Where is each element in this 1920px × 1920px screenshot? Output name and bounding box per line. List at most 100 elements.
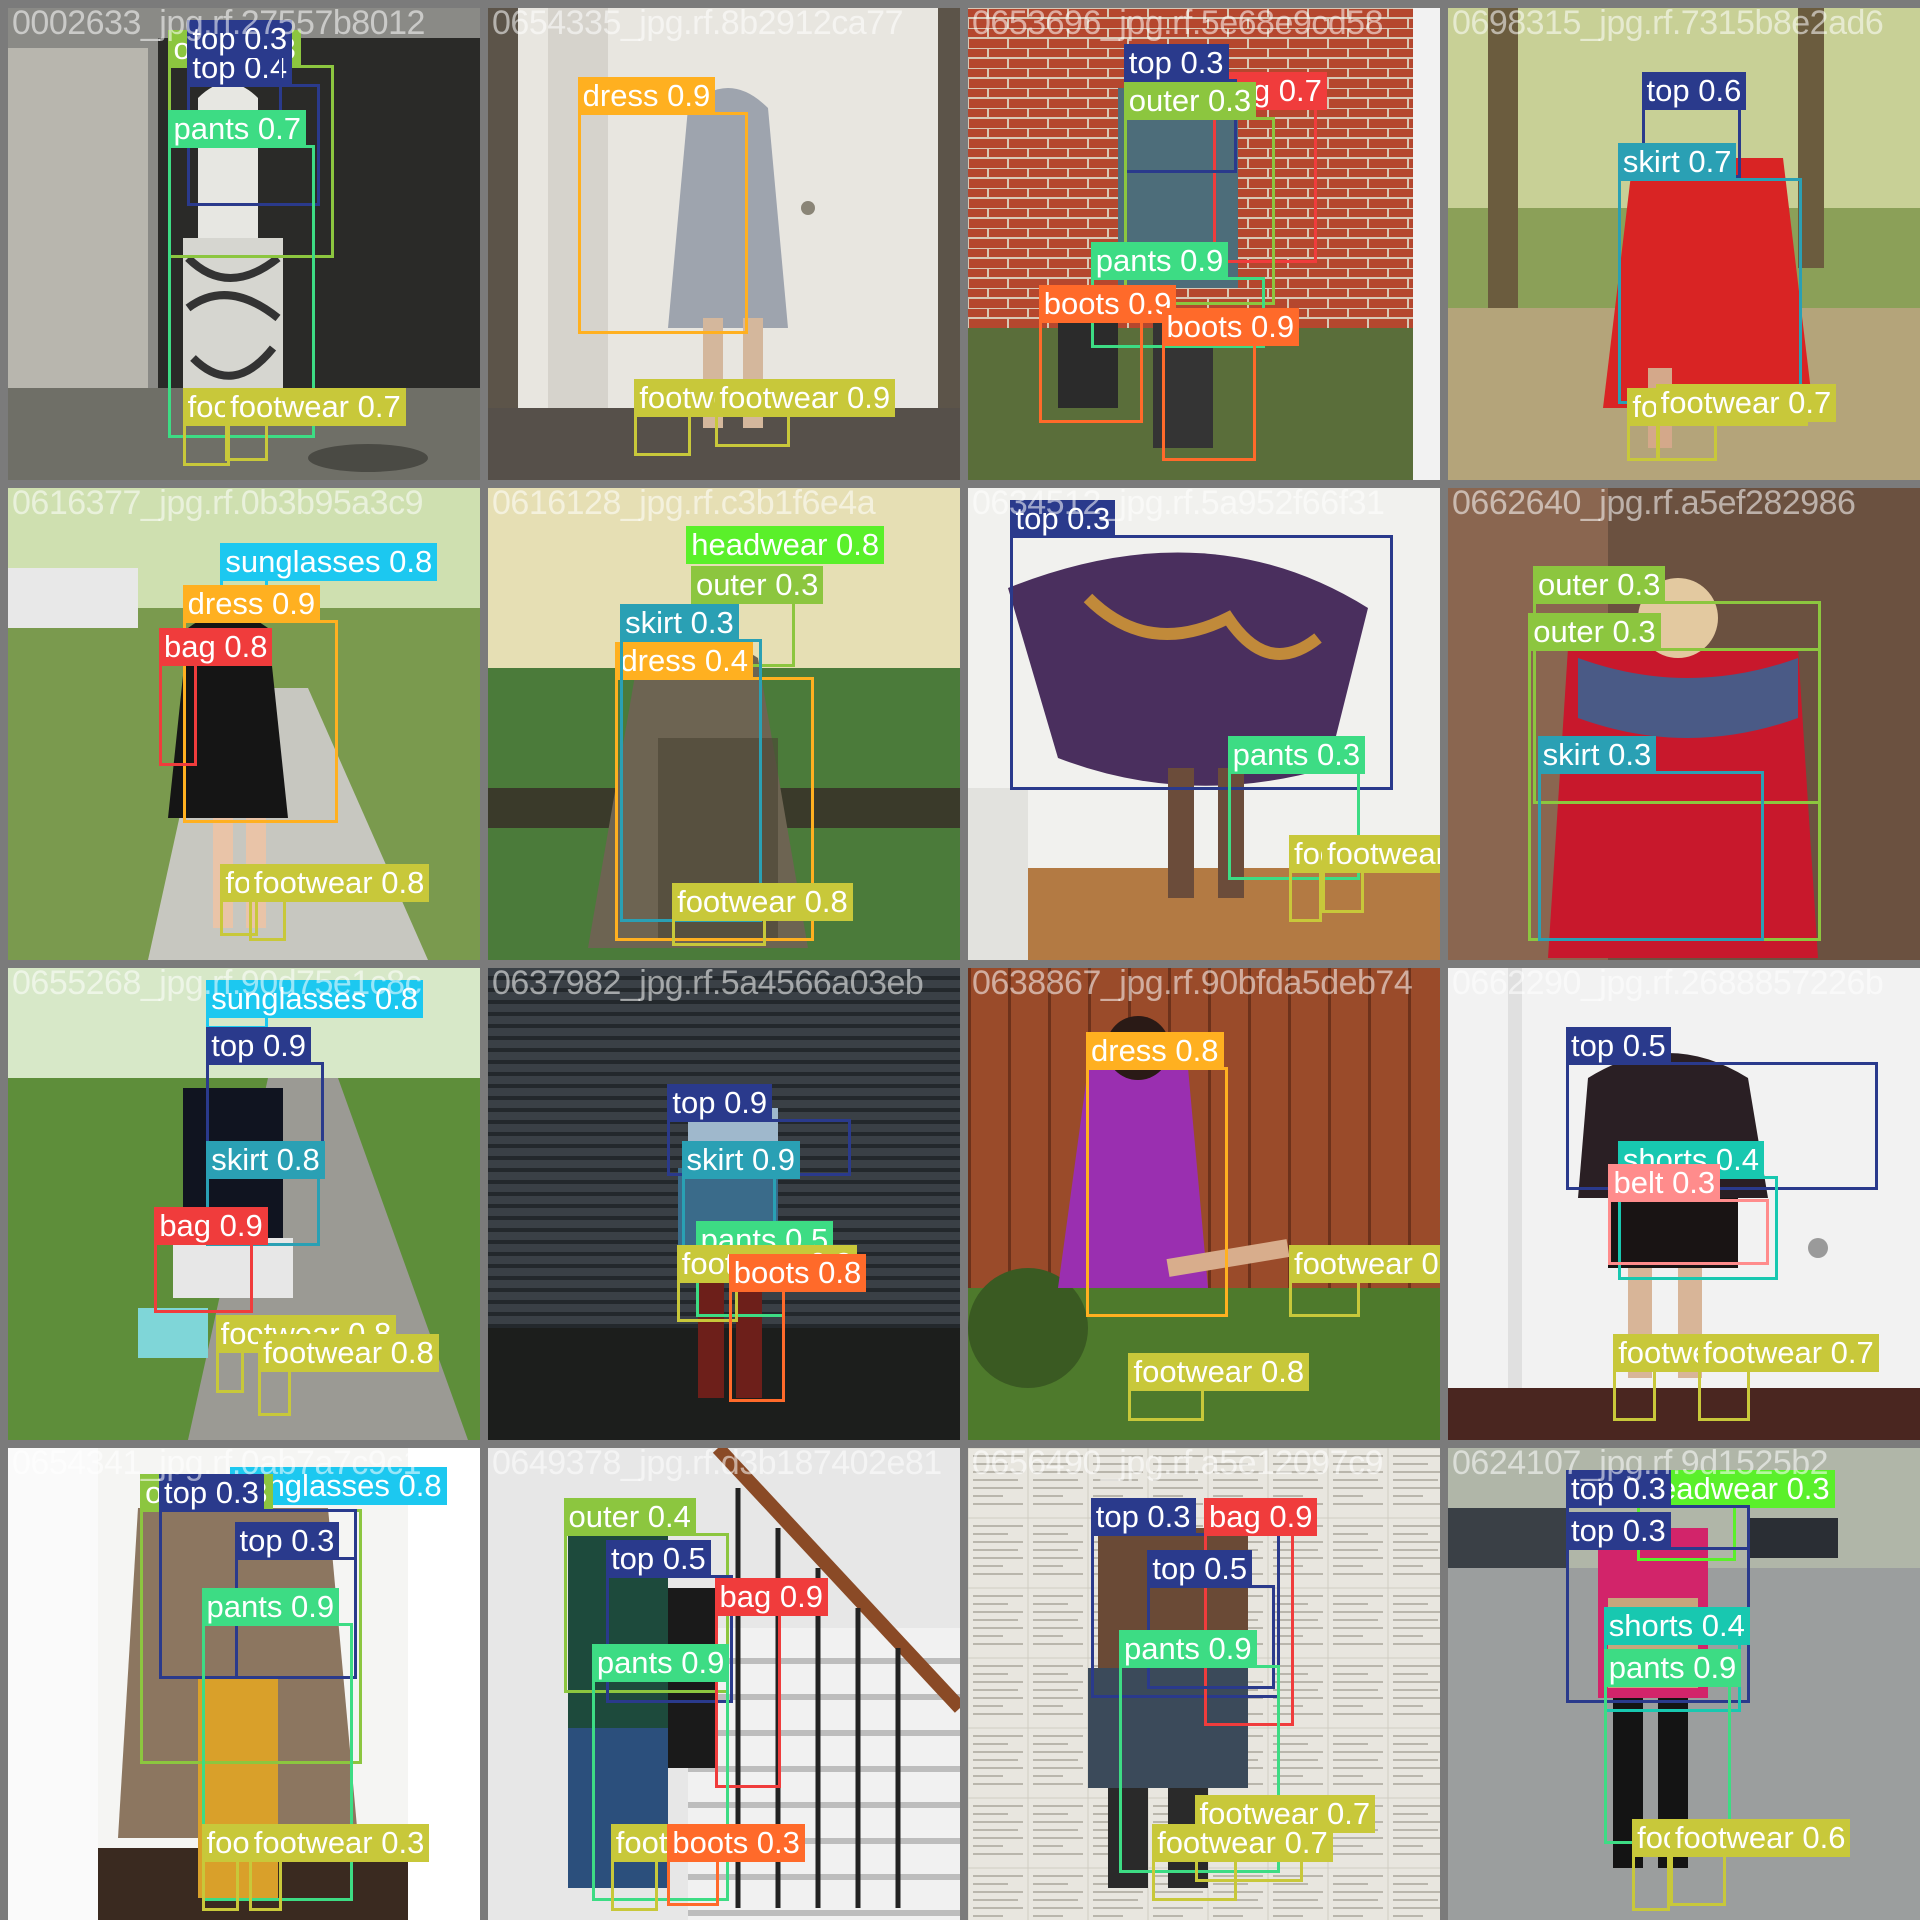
detection-label: footwear 0.9 [714,378,896,417]
detection-box-footwear: footwear 0.7 [1288,835,1440,923]
detection-label: dress 0.9 [182,585,321,624]
detection-box-bag: bag 0.9 [1204,1497,1318,1727]
detection-label: top 0.3 [1566,1512,1671,1551]
detection-label: bag 0.9 [1204,1497,1318,1536]
detection-box-outer: outer 0.3 [1532,566,1821,805]
detection-label: bag 0.9 [154,1206,268,1245]
detection-label: top 0.9 [206,1027,312,1066]
detection-box-skirt: skirt 0.3 [1537,736,1765,942]
detection-label: top 0.9 [667,1084,773,1123]
detection-box-skirt: skirt 0.9 [681,1140,801,1261]
mosaic-tile: 0637982_jpg.rf.5a4566a03eb top 0.9 skirt 0… [488,968,960,1440]
detection-box-bag: bag 0.8 [159,627,273,767]
detection-label: footwear 0.7 [1152,1823,1333,1862]
detection-box-footwear: footwear 0.8 [248,863,430,942]
detection-box-footwear: footwear 0.7 [225,388,406,462]
mosaic-tile: 0653696_jpg.rf.5e68e9cd58 bag 0.7 top 0.3 o… [968,8,1440,480]
detection-box-footwear: footwear 0.6 [1288,1244,1440,1318]
detection-box-footwear: footwear 0.5 [1613,1334,1794,1422]
detection-box-top: top 0.3 [1566,1512,1751,1703]
detection-box-dress: dress 0.9 [182,585,339,824]
detection-label: outer 0.3 [690,566,824,605]
detection-label: headwear 0.8 [686,525,885,564]
detection-label: footwear 0.7 [1655,383,1837,422]
tile-filename: 0662290_jpg.rf.2688857226b [1452,968,1884,1002]
detection-label: skirt 0.7 [1617,142,1737,181]
scene-photo [488,8,960,480]
detection-label: belt 0.3 [1608,1164,1721,1203]
detection-box-dress: dress 0.8 [1086,1032,1228,1318]
detection-box-bag: bag 0.9 [154,1206,268,1313]
scene-photo [968,488,1440,960]
tile-filename: 0624107_jpg.rf.9d1525b2 [1452,1448,1829,1482]
detection-label: top 0.3 [159,1474,264,1513]
detection-box-outer: outer 0.3 [1123,81,1275,306]
scene-photo [1448,8,1920,480]
detection-label: outer 0.3 [1532,566,1666,605]
detection-box-footwear: footwear 0.7 [182,388,364,466]
tile-filename: 0654335_jpg.rf.8b2912ca77 [492,8,904,42]
tile-filename: 0698315_jpg.rf.7315b8e2ad6 [1452,8,1884,42]
tile-filename: 0616128_jpg.rf.c3b1f6e4a [492,488,876,522]
detection-box-dress: dress 0.9 [577,76,748,334]
detection-label: boots 0.9 [1038,284,1177,323]
detection-box-headwear: headwear 0.8 [686,525,885,564]
detection-box-footwear: footwear 0.8 [672,882,853,946]
detection-label: pants 0.9 [591,1644,730,1683]
detection-box-boots: boots 0.9 [1161,308,1300,462]
detection-box-pants: pants 0.7 [168,109,315,438]
detection-box-sunglasses: sunglasses 0.8 [220,542,438,592]
detection-label: outer 0.3 [1123,81,1257,120]
detection-label: footwear 0.3 [248,1823,430,1862]
detection-box-boots: boots 0.9 [1038,284,1177,424]
detection-label: top 0.3 [234,1521,340,1560]
tile-filename: 0654341_jpg.rf.0ab7a7c9c1 [12,1448,422,1482]
detection-box-skirt: skirt 0.7 [1617,142,1802,405]
detection-label: skirt 0.8 [206,1140,325,1179]
detection-label: dress 0.4 [615,641,753,680]
detection-label: shorts 0.4 [1603,1606,1750,1645]
detection-box-footwear: footwear 0.8 [258,1334,439,1417]
tile-filename: 0662640_jpg.rf.a5ef282986 [1452,488,1856,522]
mosaic-tile: 0616377_jpg.rf.0b3b95a3c9 sunglasses 0.8 d… [8,488,480,960]
detection-box-dress: dress 0.4 [615,641,814,942]
detection-label: pants 0.3 [1227,736,1366,775]
detection-label: skirt 0.3 [620,604,739,643]
detection-box-footwear: footwear 0.7 [1698,1334,1879,1422]
detection-box-shorts: shorts 0.4 [1603,1606,1750,1713]
detection-box-pants: pants 0.9 [201,1587,353,1902]
detection-box-pants: pants 0.9 [591,1644,730,1902]
detection-box-belt: belt 0.3 [1608,1164,1769,1266]
tile-filename: 0649378_jpg.rf.d3b187402e81 [492,1448,942,1482]
detection-box-top: top 0.3 [1010,500,1393,791]
detection-label: bag 0.9 [714,1578,828,1617]
tile-filename: 0616377_jpg.rf.0b3b95a3c9 [12,488,424,522]
tile-filename: 0656490_jpg.rf.a5e12097c9 [972,1448,1384,1482]
detection-label: pants 0.9 [1119,1630,1257,1669]
detection-box-top: top 0.3 [1090,1497,1280,1699]
detection-label: footwear 0.6 [1669,1818,1851,1857]
detection-label: footwear 0.8 [1128,1353,1310,1392]
detection-box-footwear: footwear 0.3 [201,1823,383,1911]
detection-label: footwear 0.7 [1322,835,1440,874]
detection-label: top 0.5 [606,1540,711,1579]
detection-label: top 0.5 [1147,1549,1253,1588]
detection-box-footwear: footwear 0.8 [1128,1353,1310,1422]
detection-label: bag 0.8 [159,627,273,666]
detection-label: footwear 0.8 [248,863,430,902]
mosaic-tile: 0662290_jpg.rf.2688857226b top 0.5 shorts … [1448,968,1920,1440]
detection-label: top 0.6 [1641,72,1747,111]
detection-box-top: top 0.5 [1566,1027,1878,1190]
detection-box-footwear: footwear 0.8 [215,1315,397,1393]
detection-box-boots: boots 0.3 [667,1823,805,1906]
detection-box-footwear: footwear 0.7 [1655,383,1837,462]
detection-box-bag: bag 0.9 [714,1578,828,1788]
detection-label: pants 0.9 [1603,1649,1742,1687]
detection-box-footwear: footwear 0.9 [634,378,815,457]
detection-label: sunglasses 0.8 [220,542,438,581]
